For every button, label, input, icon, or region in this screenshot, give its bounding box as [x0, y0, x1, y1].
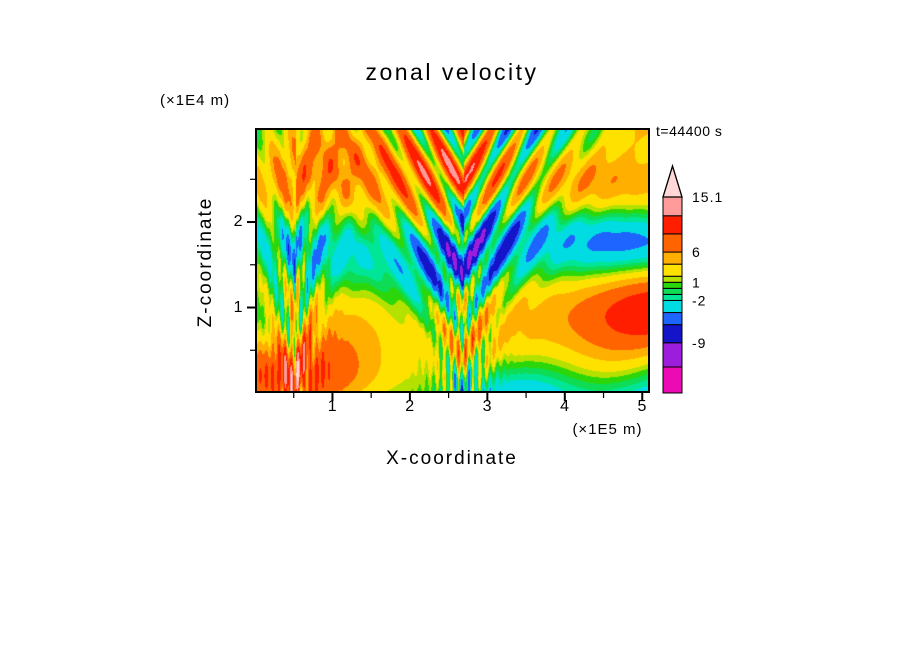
colorbar-band	[662, 366, 683, 394]
colorbar-band	[662, 215, 683, 235]
colorbar-band	[662, 281, 683, 289]
time-annotation: t=44400 s	[656, 123, 723, 139]
plot-frame	[255, 128, 650, 393]
colorbar-tick-label: -9	[692, 335, 706, 351]
colorbar-tick-label: 1	[692, 274, 701, 290]
colorbar-band	[662, 299, 683, 314]
colorbar-band	[662, 342, 683, 368]
y-tick-label: 2	[233, 213, 243, 231]
colorbar-band	[662, 233, 683, 253]
x-tick-label: 2	[405, 398, 415, 415]
colorbar-band	[662, 312, 683, 326]
colorbar-band	[662, 324, 683, 344]
x-axis-title: X-coordinate	[386, 448, 518, 469]
chart-title: zonal velocity	[365, 59, 539, 85]
x-axis-unit-label: (×1E5 m)	[572, 421, 643, 438]
y-axis-unit-label: (×1E4 m)	[160, 92, 231, 109]
colorbar-band	[662, 275, 683, 283]
colorbar-band	[662, 293, 683, 301]
colorbar-band	[662, 251, 683, 265]
y-tick-label: 1	[233, 298, 243, 316]
colorbar-tick-label: -2	[692, 292, 706, 308]
x-tick-label: 1	[327, 398, 338, 415]
y-axis-title: Z-coordinate	[195, 196, 216, 328]
x-tick-label: 4	[560, 398, 570, 415]
colorbar: 15.1 6 1 -2 -9	[662, 163, 723, 394]
colorbar-overflow-arrow	[662, 163, 683, 198]
contour-field-canvas	[257, 130, 648, 391]
colorbar-band	[662, 287, 683, 295]
x-tick-label: 5	[637, 398, 647, 415]
x-tick-label: 3	[482, 398, 493, 415]
colorbar-band	[662, 263, 683, 277]
colorbar-tick-label: 15.1	[692, 189, 723, 205]
colorbar-band	[662, 196, 683, 217]
colorbar-tick-label: 6	[692, 244, 701, 260]
